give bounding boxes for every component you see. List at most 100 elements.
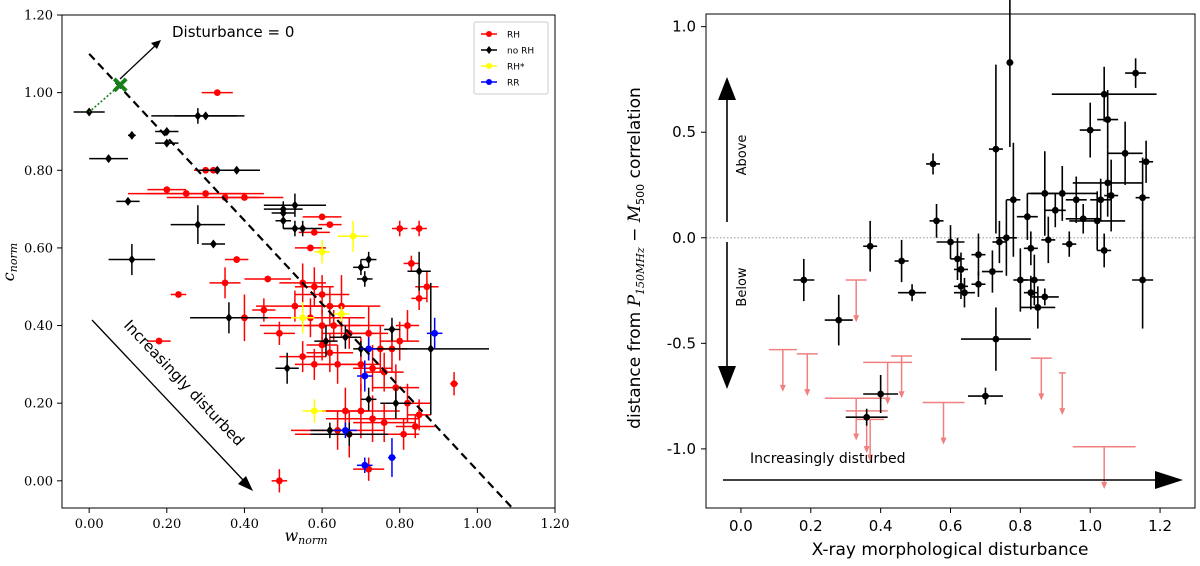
data-point-rh [353,344,392,392]
data-point [845,408,888,426]
data-point-rh [147,337,171,345]
disturbance-zero-arrowhead [151,40,161,49]
marker [989,268,996,275]
marker [1097,196,1105,204]
x-tick-label: 0.80 [385,517,414,532]
right-x-axis-label: X-ray morphological disturbance [812,540,1089,560]
upper-limit-arrowhead [898,391,905,399]
data-point-rh [333,306,350,322]
upper-limit-arrowhead [940,437,947,445]
x-tick-label: 0.00 [75,517,104,532]
marker [202,190,210,197]
data-point-rh [403,255,420,272]
right-panel: Above Below Increasingly disturbed 0.0 0.… [625,0,1196,560]
left-annotations: Disturbance = 0 Increasingly disturbed [88,23,514,509]
below-arrowhead [718,366,736,389]
data-point [1030,288,1059,306]
data-point [1051,66,1157,122]
data-point [1023,275,1038,310]
left-y-axis-label: cnorm [0,243,20,281]
legend: RH no RH RH* RR [473,21,549,95]
legend-item: RH* [481,63,525,73]
legend-item: no RH [481,46,534,57]
data-point [793,258,815,302]
x-tick-label: 1.00 [463,517,492,532]
marker [388,454,396,461]
data-point-rr [426,317,443,349]
marker [299,353,307,361]
marker [163,138,171,148]
legend-label: RR [507,79,520,89]
marker [1093,217,1101,225]
marker [423,283,431,291]
upper-limit [845,279,867,323]
data-point-rh [252,298,276,322]
data-point-rh [147,186,187,194]
marker [835,316,843,324]
marker [369,415,376,423]
marker [291,302,299,310]
marker [264,275,272,283]
data-point-norh [116,196,140,206]
upper-limit-arrowhead [853,315,860,323]
upper-limit [856,418,885,462]
legend-box [473,21,549,95]
increasingly-disturbed-arrow [91,319,245,482]
data-point-rh [294,244,326,252]
marker [450,380,458,388]
above-below-indicator: Above Below [718,77,750,389]
data-point-rr [357,360,373,392]
data-point-norh [190,302,268,334]
data-point-norh [357,271,373,287]
x-tick-label: 0.8 [1008,517,1032,535]
marker [898,257,905,265]
data-point-rh [209,267,241,299]
marker [365,329,373,337]
marker [415,411,423,419]
marker [349,232,357,240]
above-arrowhead [718,77,736,100]
x-tick-label: 0.60 [308,517,337,532]
marker [396,225,404,232]
marker [299,314,307,322]
marker [124,196,132,206]
data-point-rh [271,469,288,493]
data-point-rh [302,399,326,423]
marker [1027,244,1035,252]
marker [330,322,338,329]
upper-limit-arrowhead [853,433,860,441]
upper-limit-arrowhead [884,397,891,405]
marker [1139,194,1147,202]
upper-limit-arrowhead [779,384,786,392]
data-point [1125,58,1147,88]
x-tick-label: 1.2 [1148,517,1172,535]
right-y-axis-ticks: 1.0 0.5 0.0 -0.5 -1.0 [667,18,706,458]
marker [1086,126,1094,134]
marker [299,224,307,234]
data-point-norh [353,259,369,276]
data-point [960,307,1031,371]
marker [431,329,439,337]
upper-limit [768,348,797,392]
marker [334,360,342,368]
x-tick-label: 1.0 [1078,517,1102,535]
data-point-rh [353,457,385,481]
marker [128,130,136,140]
marker [241,194,248,201]
x-tick-label: 0.0 [729,517,753,535]
x-tick-label: 0.4 [869,517,893,535]
legend-marker [486,46,492,54]
data-point-rh [306,310,361,342]
marker [961,289,968,297]
data-point-norh [155,138,179,148]
data-point [863,220,878,272]
marker [163,186,171,194]
data-point-rh [294,275,350,314]
marker [307,244,314,252]
marker [1121,149,1129,157]
data-point [898,284,927,302]
marker [1051,206,1059,214]
data-point-rh [294,267,334,307]
data-point [824,294,853,346]
marker [388,324,396,334]
